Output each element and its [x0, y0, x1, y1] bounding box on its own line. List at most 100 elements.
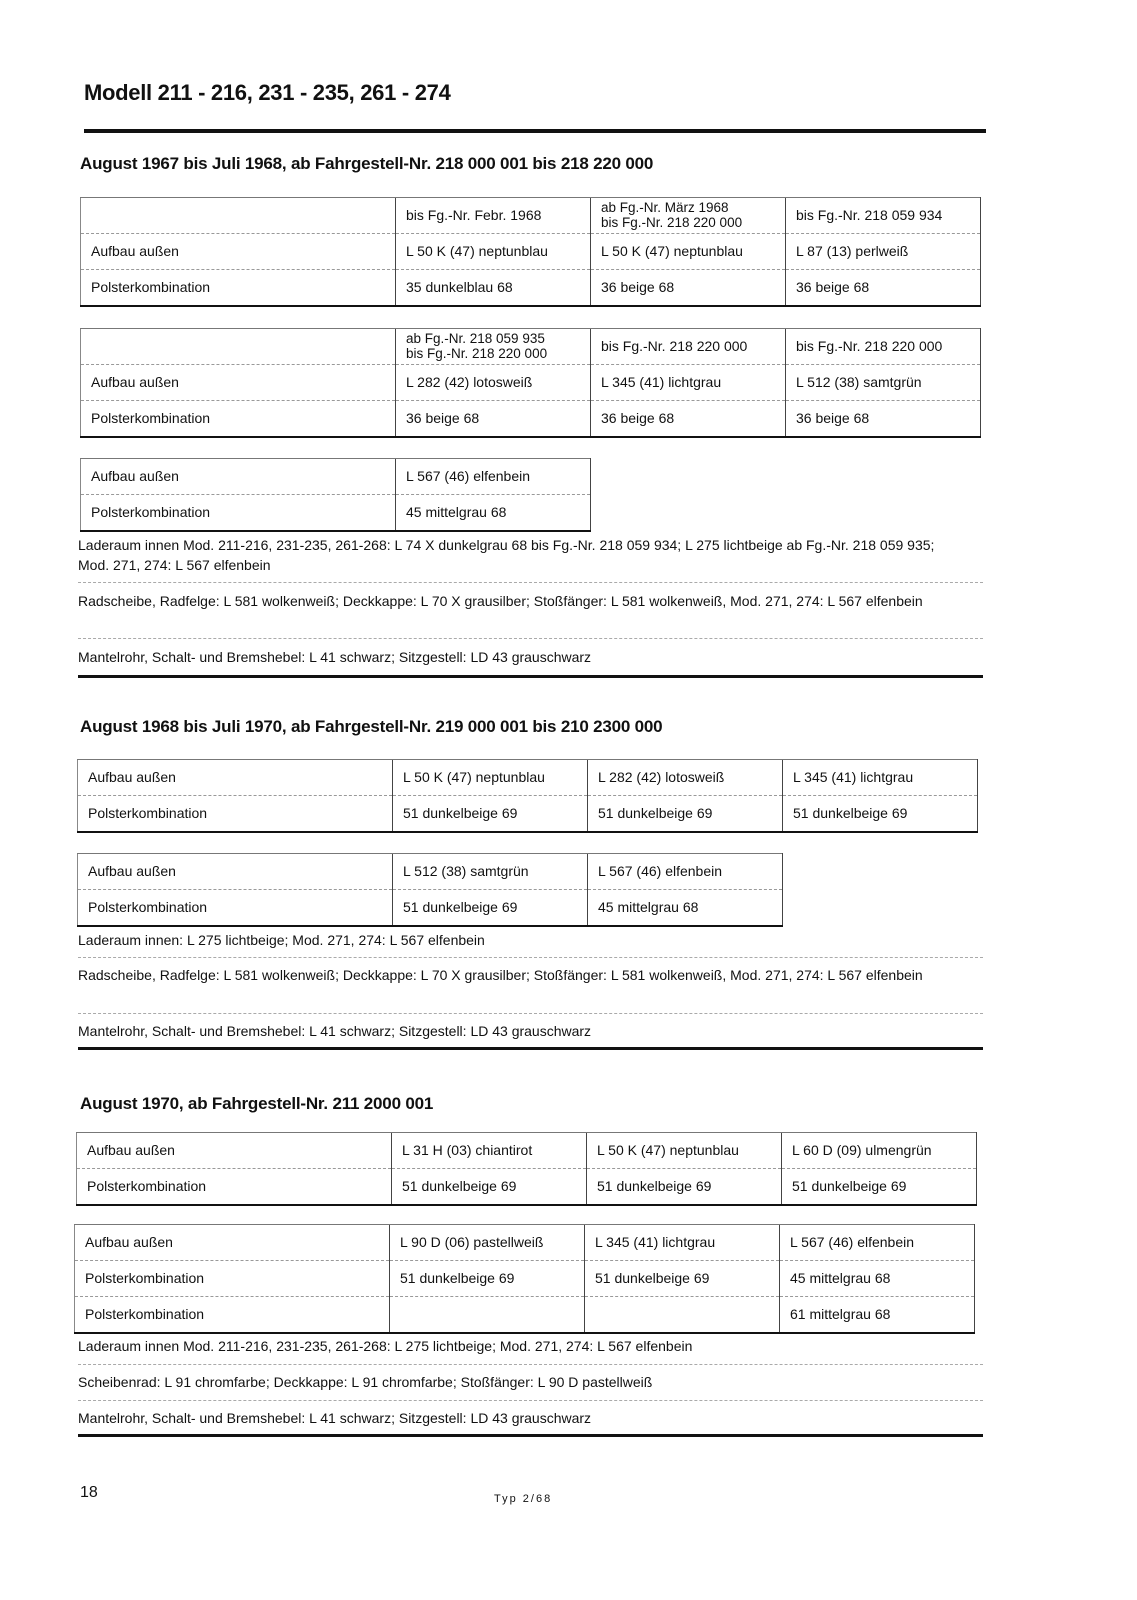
table-cell: L 567 (46) elfenbein [395, 458, 591, 495]
table-row: Polsterkombination 51 dunkelbeige 69 51 du… [77, 795, 978, 833]
note-divider [78, 957, 983, 958]
header-line: bis Fg.-Nr. 218 220 000 [601, 214, 743, 230]
note-text: Laderaum innen Mod. 211-216, 231-235, 26… [78, 537, 935, 573]
row-label: Aufbau außen [76, 1132, 392, 1169]
table-cell: 35 dunkelblau 68 [395, 269, 591, 307]
table-cell: L 60 D (09) ulmengrün [781, 1132, 977, 1169]
table-cell: ab Fg.-Nr. 218 059 935 bis Fg.-Nr. 218 22… [395, 328, 591, 365]
note-text: Radscheibe, Radfelge: L 581 wolkenweiß; … [78, 967, 923, 983]
section-rule [78, 675, 983, 678]
table-cell: 36 beige 68 [395, 400, 591, 438]
table-row: Aufbau außen L 31 H (03) chiantirot L 50 K… [76, 1132, 977, 1169]
note-text: Scheibenrad: L 91 chromfarbe; Deckkappe:… [78, 1374, 653, 1390]
table-row: ab Fg.-Nr. 218 059 935 bis Fg.-Nr. 218 22… [80, 328, 981, 365]
table-row: Polsterkombination 51 dunkelbeige 69 45 mi… [77, 889, 783, 927]
table-row: Polsterkombination 35 dunkelblau 68 36 bei… [80, 269, 981, 307]
table-cell: L 282 (42) lotosweiß [395, 364, 591, 401]
row-label: Polsterkombination [80, 494, 396, 532]
note-divider [78, 582, 983, 583]
row-label: Polsterkombination [74, 1296, 390, 1334]
color-table: Aufbau außen L 90 D (06) pastellweiß L 345… [74, 1224, 975, 1334]
row-label: Aufbau außen [74, 1224, 390, 1261]
table-cell: 45 mittelgrau 68 [395, 494, 591, 532]
table-cell: bis Fg.-Nr. 218 220 000 [590, 328, 786, 365]
row-label: Polsterkombination [76, 1168, 392, 1206]
color-table: Aufbau außen L 31 H (03) chiantirot L 50 K… [76, 1132, 977, 1206]
table-cell: bis Fg.-Nr. 218 220 000 [785, 328, 981, 365]
table-row: Polsterkombination 61 mittelgrau 68 [74, 1296, 975, 1334]
note-divider [78, 1400, 983, 1401]
row-label: Polsterkombination [80, 269, 396, 307]
row-label: Polsterkombination [77, 795, 393, 833]
header-line: ab Fg.-Nr. März 1968 [601, 200, 729, 216]
header-line: bis Fg.-Nr. 218 220 000 [406, 345, 548, 361]
table-cell: L 512 (38) samtgrün [392, 853, 588, 890]
table-cell: 45 mittelgrau 68 [779, 1260, 975, 1297]
row-label: Polsterkombination [80, 400, 396, 438]
color-table: Aufbau außen L 50 K (47) neptunblau L 282 … [77, 759, 978, 833]
row-label [80, 197, 396, 234]
table-cell: 51 dunkelbeige 69 [587, 795, 783, 833]
note-divider [78, 638, 983, 639]
section-title: August 1968 bis Juli 1970, ab Fahrgestel… [80, 717, 663, 736]
table-cell: bis Fg.-Nr. 218 059 934 [785, 197, 981, 234]
table-cell: L 31 H (03) chiantirot [391, 1132, 587, 1169]
table-cell: 51 dunkelbeige 69 [781, 1168, 977, 1206]
table-cell: L 567 (46) elfenbein [587, 853, 783, 890]
table-cell: L 50 K (47) neptunblau [586, 1132, 782, 1169]
table-cell: 61 mittelgrau 68 [779, 1296, 975, 1334]
row-label: Aufbau außen [77, 853, 393, 890]
color-table: Aufbau außen L 567 (46) elfenbein Polsterk… [80, 458, 591, 532]
note-divider [78, 1364, 983, 1365]
table-cell: L 50 K (47) neptunblau [395, 233, 591, 270]
table-row: Polsterkombination 51 dunkelbeige 69 51 du… [76, 1168, 977, 1206]
type-code: Typ 2/68 [494, 1493, 553, 1505]
table-cell: 51 dunkelbeige 69 [584, 1260, 780, 1297]
table-cell: 51 dunkelbeige 69 [586, 1168, 782, 1206]
page-number: 18 [80, 1484, 98, 1501]
page-title: Modell 211 - 216, 231 - 235, 261 - 274 [84, 80, 451, 105]
row-label: Aufbau außen [77, 759, 393, 796]
table-cell: ab Fg.-Nr. März 1968 bis Fg.-Nr. 218 220 … [590, 197, 786, 234]
table-row: Aufbau außen L 282 (42) lotosweiß L 345 (4… [80, 364, 981, 401]
table-row: Aufbau außen L 90 D (06) pastellweiß L 345… [74, 1224, 975, 1261]
table-row: Polsterkombination 51 dunkelbeige 69 51 du… [74, 1260, 975, 1297]
table-cell: 36 beige 68 [785, 400, 981, 438]
note-text: Laderaum innen: L 275 lichtbeige; Mod. 2… [78, 932, 485, 948]
table-cell [584, 1296, 780, 1334]
table-cell: 51 dunkelbeige 69 [391, 1168, 587, 1206]
table-cell: 51 dunkelbeige 69 [782, 795, 978, 833]
table-cell: bis Fg.-Nr. Febr. 1968 [395, 197, 591, 234]
table-cell: 36 beige 68 [590, 269, 786, 307]
table-cell: 36 beige 68 [785, 269, 981, 307]
note-text: Mantelrohr, Schalt- und Bremshebel: L 41… [78, 1023, 592, 1039]
table-cell: L 282 (42) lotosweiß [587, 759, 783, 796]
table-row: Polsterkombination 45 mittelgrau 68 [80, 494, 591, 532]
section-rule [78, 1047, 983, 1050]
row-label: Polsterkombination [74, 1260, 390, 1297]
row-label [80, 328, 396, 365]
table-row: Aufbau außen L 567 (46) elfenbein [80, 458, 591, 495]
table-row: Aufbau außen L 50 K (47) neptunblau L 50 K… [80, 233, 981, 270]
table-cell [389, 1296, 585, 1334]
row-label: Aufbau außen [80, 233, 396, 270]
table-cell: L 567 (46) elfenbein [779, 1224, 975, 1261]
section-title: August 1970, ab Fahrgestell-Nr. 211 2000… [80, 1094, 434, 1113]
note-text: Laderaum innen Mod. 211-216, 231-235, 26… [78, 1338, 693, 1354]
table-row: bis Fg.-Nr. Febr. 1968 ab Fg.-Nr. März 19… [80, 197, 981, 234]
header-line: ab Fg.-Nr. 218 059 935 [406, 331, 545, 347]
table-cell: 51 dunkelbeige 69 [392, 889, 588, 927]
section-rule [78, 1434, 983, 1437]
color-table: ab Fg.-Nr. 218 059 935 bis Fg.-Nr. 218 22… [80, 328, 981, 438]
table-cell: L 50 K (47) neptunblau [392, 759, 588, 796]
table-cell: L 87 (13) perlweiß [785, 233, 981, 270]
table-cell: 51 dunkelbeige 69 [392, 795, 588, 833]
note-text: Mantelrohr, Schalt- und Bremshebel: L 41… [78, 1410, 592, 1426]
table-cell: 45 mittelgrau 68 [587, 889, 783, 927]
table-cell: 36 beige 68 [590, 400, 786, 438]
table-cell: L 345 (41) lichtgrau [584, 1224, 780, 1261]
table-cell: L 512 (38) samtgrün [785, 364, 981, 401]
table-cell: L 345 (41) lichtgrau [590, 364, 786, 401]
table-row: Aufbau außen L 512 (38) samtgrün L 567 (46… [77, 853, 783, 890]
title-rule [84, 129, 986, 133]
